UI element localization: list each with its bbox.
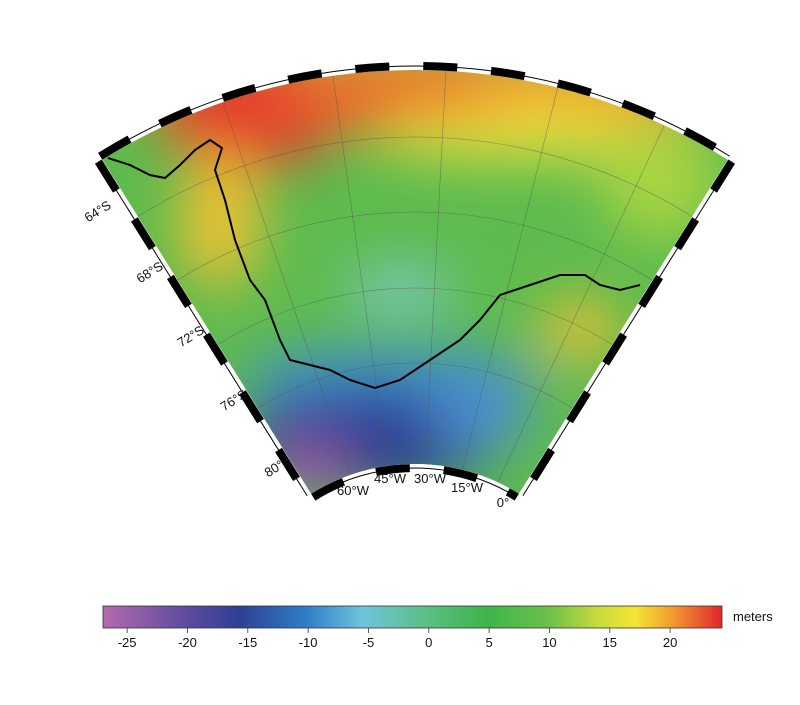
colorbar-tick-label: -25 xyxy=(118,635,137,650)
colorbar-gradient xyxy=(102,605,723,629)
colorbar-tick-label: 0 xyxy=(425,635,432,650)
latitude-line xyxy=(137,136,693,217)
longitude-label: 45°W xyxy=(374,471,407,486)
colorbar-tick-label: -15 xyxy=(238,635,257,650)
latitude-label: 64°S xyxy=(82,197,114,225)
colorbar-tick-label: 10 xyxy=(542,635,556,650)
longitude-label: 15°W xyxy=(451,480,484,495)
meridian-line xyxy=(462,87,559,470)
colorbar-tick-label: -5 xyxy=(363,635,375,650)
frame-outline xyxy=(99,65,731,157)
meridian-line xyxy=(424,70,447,465)
colorbar: meters -25 -20 -15 -10 -5 0 5 10 15 20 xyxy=(102,605,773,650)
latitude-line xyxy=(177,211,653,281)
colorbar-tick-label: 5 xyxy=(486,635,493,650)
frame-outline xyxy=(97,161,308,497)
meridian-line xyxy=(497,125,665,483)
map-frame xyxy=(94,62,736,501)
latitude-line xyxy=(217,287,613,345)
longitude-label: 60°W xyxy=(337,483,370,498)
meridian-line xyxy=(222,102,352,475)
colorbar-label: meters xyxy=(733,609,773,624)
frame-outline xyxy=(522,161,733,497)
longitude-label: 30°W xyxy=(414,471,447,486)
colorbar-tick-label: -20 xyxy=(178,635,197,650)
frame-outline xyxy=(312,467,518,498)
longitude-label: 0° xyxy=(497,495,509,510)
coastline xyxy=(107,138,641,390)
graticule xyxy=(137,70,693,483)
latitude-line xyxy=(257,362,573,409)
colorbar-tick-label: 15 xyxy=(603,635,617,650)
colorbar-tick-label: -10 xyxy=(299,635,318,650)
meridian-line xyxy=(332,75,389,466)
colorbar-tick-label: 20 xyxy=(663,635,677,650)
